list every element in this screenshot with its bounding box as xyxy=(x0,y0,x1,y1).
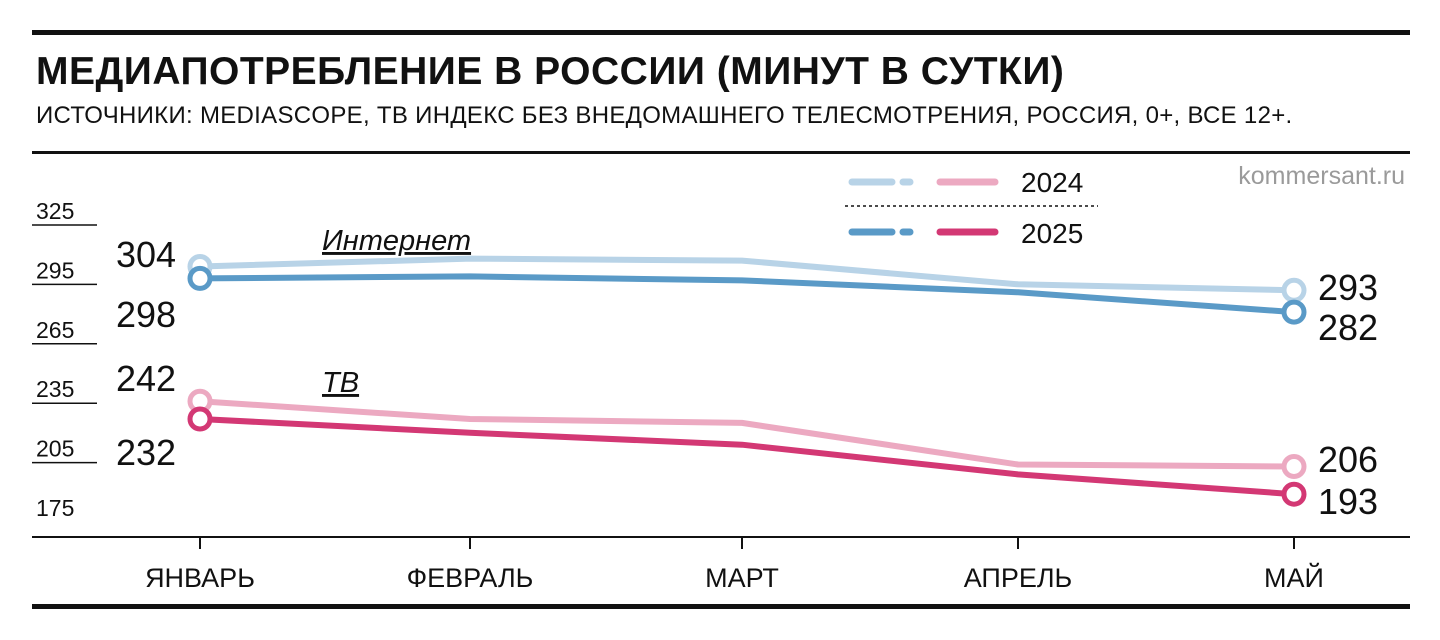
y-tick-label: 235 xyxy=(36,376,74,402)
value-label-internet-2024-start: 304 xyxy=(116,234,176,275)
x-tick-label: АПРЕЛЬ xyxy=(964,563,1073,593)
data-point-tv-2024 xyxy=(1281,454,1307,479)
data-point-internet-2024 xyxy=(1281,277,1307,303)
value-label-tv-2024-start: 242 xyxy=(116,358,176,399)
credit-label: kommersant.ru xyxy=(1238,162,1405,190)
y-tick-label: 175 xyxy=(36,495,74,521)
value-label-internet-2025-start: 298 xyxy=(116,294,176,335)
data-point-tv-2025 xyxy=(187,406,213,432)
y-tick-label: 325 xyxy=(36,198,74,224)
value-label-internet-2025-end: 282 xyxy=(1318,307,1378,348)
x-tick-label: МАЙ xyxy=(1264,562,1324,593)
y-tick-label: 295 xyxy=(36,257,74,283)
x-tick-label: ЯНВАРЬ xyxy=(145,563,255,593)
x-tick-label: ФЕВРАЛЬ xyxy=(407,563,534,593)
y-axis: 325 295 265 235 205 175 xyxy=(32,198,97,521)
top-rule xyxy=(32,30,1410,35)
legend-label-2024: 2024 xyxy=(1021,167,1083,198)
chart-title: МЕДИАПОТРЕБЛЕНИЕ В РОССИИ (МИНУТ В СУТКИ… xyxy=(36,50,1065,93)
legend: 2024 2025 xyxy=(845,167,1098,249)
value-labels: 304 298 242 232 293 282 206 193 xyxy=(116,234,1378,522)
header-rule xyxy=(32,151,1410,154)
value-label-tv-2024-end: 206 xyxy=(1318,439,1378,480)
data-point-internet-2025 xyxy=(187,265,213,291)
series-line-tv-2025 xyxy=(197,416,1297,498)
data-point-internet-2025 xyxy=(1281,299,1307,325)
series-line-internet-2024 xyxy=(197,255,1297,294)
series-line-internet-2025 xyxy=(197,273,1297,316)
group-label-internet: Интернет xyxy=(322,225,471,257)
value-label-internet-2024-end: 293 xyxy=(1318,267,1378,308)
x-tick-label: МАРТ xyxy=(705,563,779,593)
value-label-tv-2025-end: 193 xyxy=(1318,481,1378,522)
data-point-tv-2025 xyxy=(1281,481,1307,507)
chart-subtitle: ИСТОЧНИКИ: MEDIASCOPE, ТВ ИНДЕКС БЕЗ ВНЕ… xyxy=(36,102,1293,129)
group-label-tv: ТВ xyxy=(322,367,359,399)
bottom-rule xyxy=(32,604,1410,609)
series-layer xyxy=(187,254,1307,507)
value-label-tv-2025-start: 232 xyxy=(116,432,176,473)
y-tick-label: 205 xyxy=(36,436,74,462)
series-line-tv-2024 xyxy=(197,398,1297,470)
y-tick-label: 265 xyxy=(36,317,74,343)
x-axis: ЯНВАРЬ ФЕВРАЛЬ МАРТ АПРЕЛЬ МАЙ xyxy=(32,536,1410,593)
legend-label-2025: 2025 xyxy=(1021,218,1083,249)
